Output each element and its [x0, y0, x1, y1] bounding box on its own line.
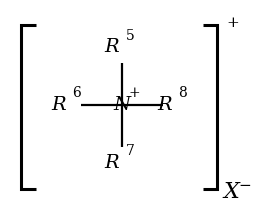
Text: X: X	[224, 181, 240, 203]
Text: 8: 8	[178, 87, 187, 100]
Text: 6: 6	[72, 87, 81, 100]
Text: −: −	[239, 179, 251, 193]
Text: R: R	[158, 96, 172, 114]
Text: 7: 7	[125, 144, 134, 158]
Text: R: R	[105, 38, 119, 56]
Text: R: R	[105, 154, 119, 172]
Text: 5: 5	[125, 29, 134, 43]
Text: +: +	[227, 16, 239, 30]
Text: +: +	[128, 87, 140, 100]
Text: R: R	[52, 96, 66, 114]
Text: N: N	[113, 96, 130, 114]
